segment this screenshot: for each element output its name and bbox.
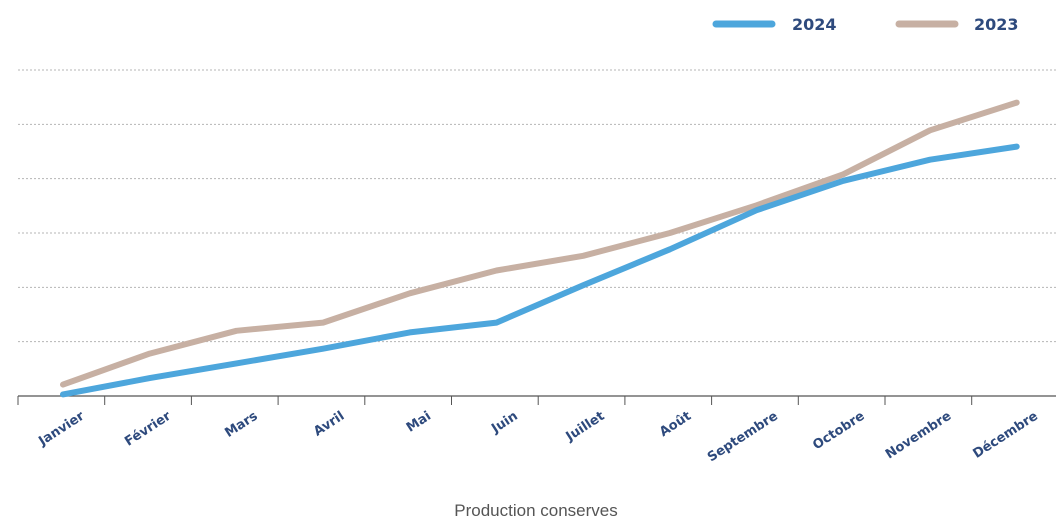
x-tick-label: Janvier (35, 408, 87, 449)
x-tick-label: Novembre (883, 409, 954, 463)
gridlines (18, 69, 1056, 343)
x-tick-label: Septembre (705, 409, 781, 466)
x-axis-title: Production conserves (454, 501, 617, 520)
x-tick-label: Juillet (563, 409, 608, 445)
x-tick-label: Octobre (810, 409, 867, 454)
series-lines (60, 99, 1020, 398)
series-line-2024 (60, 143, 1020, 398)
x-tick-label: Août (657, 409, 694, 440)
x-tick-label: Décembre (970, 409, 1041, 462)
legend-label-2024: 2024 (792, 15, 837, 34)
series-line-2023 (60, 99, 1020, 388)
x-tick-label: Mai (404, 409, 434, 436)
x-tick-label: Avril (311, 409, 347, 440)
legend-item-2024: 2024 (712, 15, 837, 34)
x-tick-label: Juin (488, 409, 520, 437)
x-axis (17, 395, 1056, 405)
legend-label-2023: 2023 (974, 15, 1019, 34)
legend: 2024 2023 (712, 15, 1019, 34)
x-tick-label: Mars (222, 409, 260, 441)
x-tick-labels: Janvier Février Mars Avril Mai Juin Juillet Aoû… (35, 408, 1041, 465)
x-tick-label: Février (122, 408, 174, 449)
legend-item-2023: 2023 (895, 15, 1019, 34)
